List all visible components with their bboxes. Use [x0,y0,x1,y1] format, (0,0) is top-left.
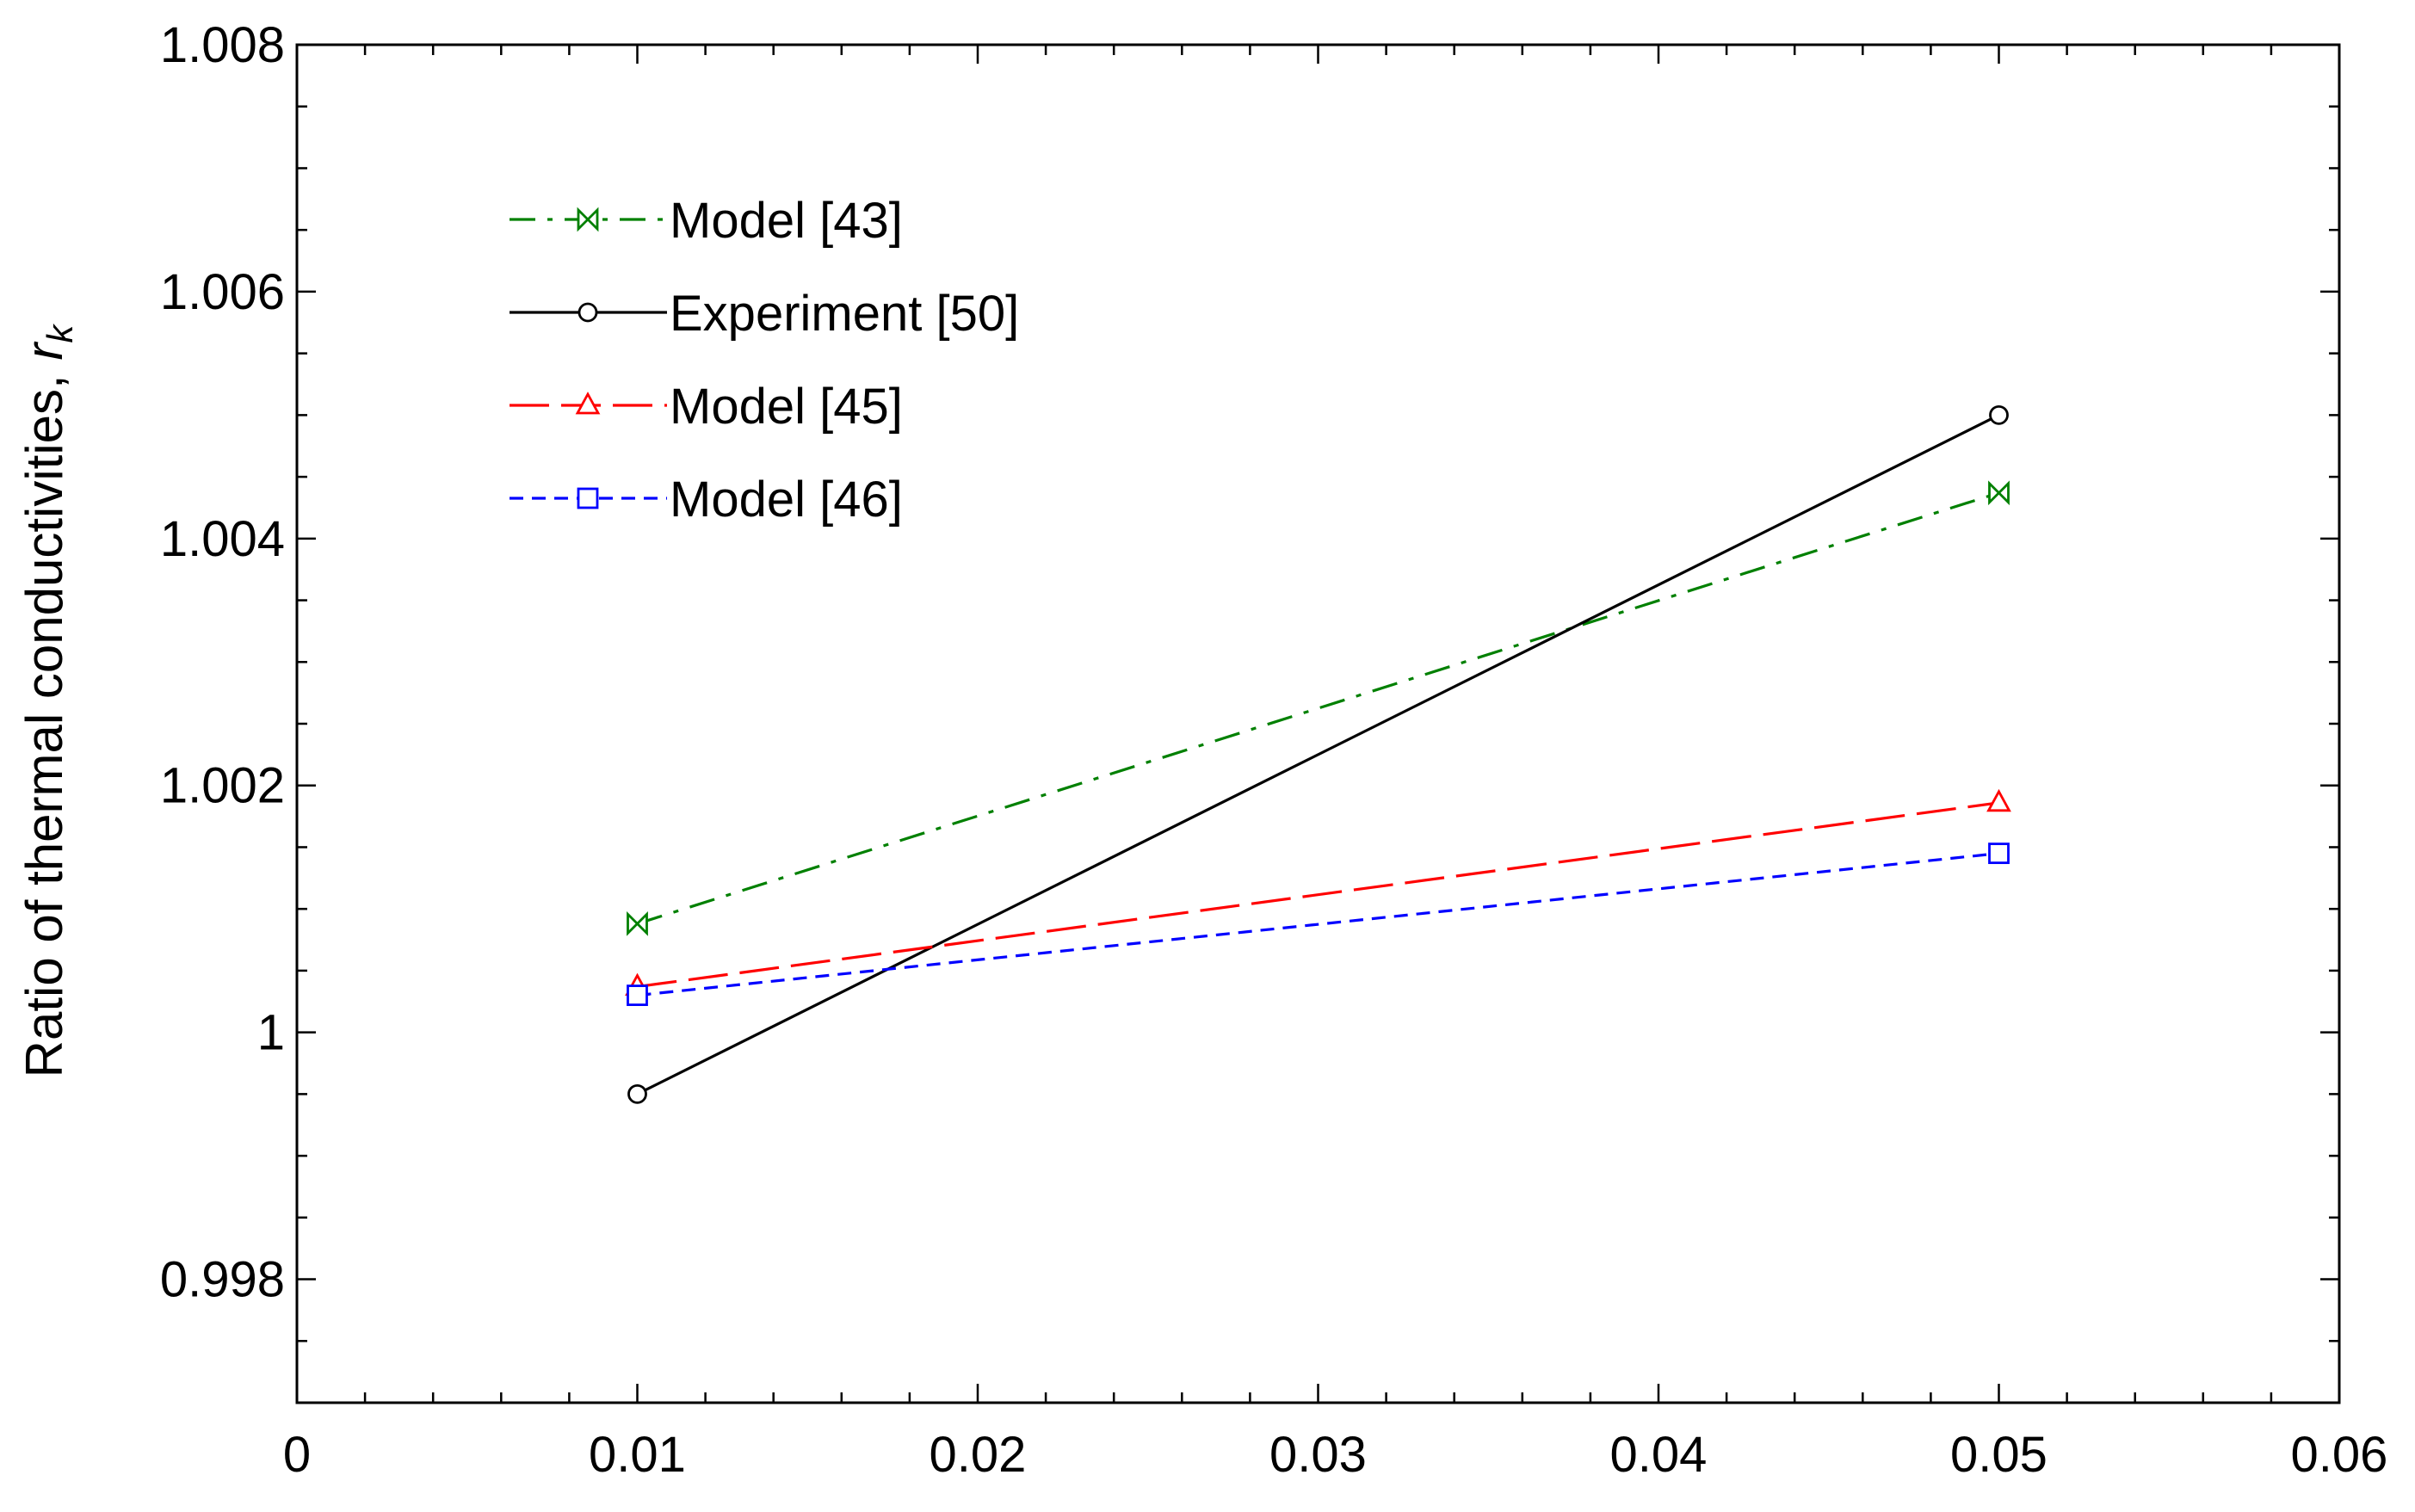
legend-item: Model [43] [510,193,903,249]
legend-label: Model [46] [670,472,903,528]
data-point [1988,480,2010,506]
x-tick-label: 0.02 [930,1427,1027,1483]
y-tick-label: 0.998 [160,1252,285,1308]
legend-label: Experiment [50] [670,286,1019,342]
x-tick-label: 0.01 [589,1427,686,1483]
y-axis-title-subscript: k [40,324,80,343]
series-0 [627,480,2010,936]
legend-label: Model [45] [670,379,903,435]
y-tick-label: 1.006 [160,264,285,320]
data-point [1986,788,2011,812]
data-point [627,1083,647,1104]
y-tick-label: 1.008 [160,17,285,73]
legend-item: Model [46] [510,472,903,528]
data-point [627,984,648,1006]
series-line [636,413,2000,1095]
x-tick-label: 0.04 [1610,1427,1708,1483]
y-tick-label: 1.002 [160,758,285,814]
data-point [1989,404,2009,425]
legend-marker [577,207,599,232]
y-tick-label: 1 [257,1005,285,1061]
legend: Model [43] Experiment [50] Model [45] Model… [510,193,1019,528]
data-point [1988,842,2010,865]
plot-area [295,43,2341,1404]
legend-item: Model [45] [510,379,903,435]
x-tick-label: 0 [283,1427,311,1483]
legend-marker [575,392,601,415]
axis-ticks [295,43,2341,1404]
series-2 [625,788,2011,996]
legend-label: Model [43] [670,193,903,249]
y-axis-title-text: Ratio of thermal conductivities, [15,361,73,1078]
x-tick-label: 0.05 [1950,1427,2048,1483]
y-axis-tick-labels: 0.998 1 1.002 1.004 1.006 1.008 [160,17,285,1308]
x-tick-label: 0.06 [2291,1427,2388,1483]
legend-marker [577,487,599,509]
data-series [625,404,2011,1104]
y-tick-label: 1.004 [160,511,285,567]
legend-marker [578,302,598,323]
legend-item: Experiment [50] [510,286,1019,342]
series-3 [627,842,2010,1006]
series-line [637,852,1999,997]
x-tick-label: 0.03 [1269,1427,1367,1483]
series-1 [627,404,2009,1104]
y-axis-title: Ratio of thermal conductivities, rk [15,324,80,1078]
y-axis-title-symbol: r [15,342,73,361]
series-line [637,491,1999,925]
data-point [627,911,648,936]
x-axis-tick-labels: 0 0.01 0.02 0.03 0.04 0.05 0.06 [283,1427,2388,1483]
series-line [637,801,1999,989]
plot-frame [295,43,2341,1404]
